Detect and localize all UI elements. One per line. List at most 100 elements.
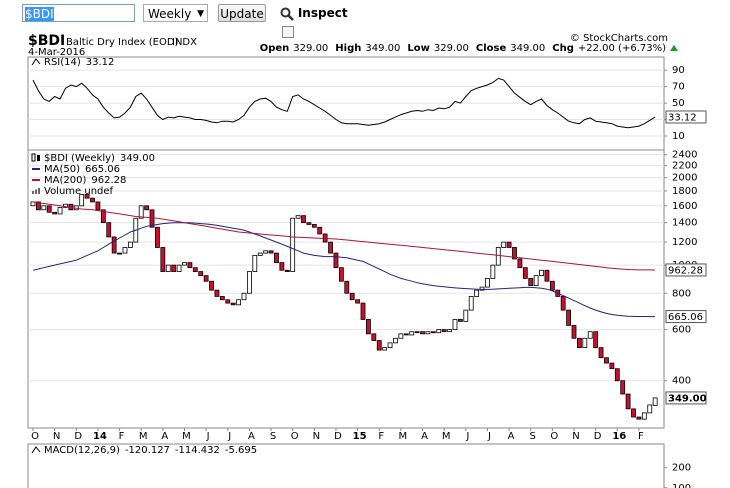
legend-icon [31, 446, 41, 454]
quote: Open 329.00 High 349.00 Low 329.00 Close 349.00… [260, 43, 666, 54]
candle [301, 215, 306, 224]
candle [176, 264, 182, 272]
candle [203, 275, 209, 282]
update-button[interactable]: Update [218, 4, 266, 22]
legend-icon [38, 188, 40, 194]
y-tick-label: 70 [672, 82, 685, 93]
legend-text: 33.12 [86, 57, 115, 68]
candle [501, 241, 507, 248]
candle [127, 241, 133, 248]
legend-icon [32, 191, 34, 194]
panel [27, 149, 665, 429]
candle [219, 296, 225, 301]
copyright: © StockCharts.com [570, 33, 668, 44]
y-tick-label: 50 [672, 98, 685, 109]
x-tick-label: M [442, 431, 451, 442]
ma-line [32, 222, 656, 318]
candle [425, 331, 431, 335]
candle [625, 393, 631, 410]
y-tick-label: 800 [672, 288, 691, 299]
candle [441, 329, 447, 333]
candle [436, 329, 442, 334]
period-select[interactable]: Weekly [143, 4, 208, 23]
candle [376, 340, 382, 351]
inspect-checkbox[interactable] [282, 25, 294, 38]
candle [41, 205, 47, 211]
candle [165, 264, 171, 272]
candle [306, 222, 312, 225]
y-tick-label: 2200 [672, 161, 697, 172]
x-tick-label: J [206, 431, 210, 442]
candle [587, 331, 593, 339]
candle [338, 267, 344, 282]
candle [192, 267, 198, 272]
candle [647, 404, 653, 414]
candle [149, 209, 155, 228]
legend-icon [35, 189, 37, 194]
candle [490, 264, 496, 279]
magnifier-icon [280, 7, 294, 21]
x-tick-label: M [182, 431, 191, 442]
candle [512, 247, 517, 260]
x-tick-label: O [550, 431, 558, 442]
candle [609, 362, 615, 370]
x-tick-label: F [638, 431, 644, 442]
candle [403, 333, 409, 336]
candle [214, 289, 220, 297]
x-tick-label: N [313, 431, 320, 442]
candle [430, 331, 436, 334]
x-tick-label: D [334, 431, 342, 442]
quote-label: Open [260, 43, 290, 54]
value-tag-text: 349.00 [668, 393, 707, 404]
candle [160, 247, 166, 272]
y-tick-label: 1600 [672, 201, 697, 212]
value-tag [665, 391, 707, 405]
candle [117, 252, 122, 255]
date: 4-Mar-2016 [28, 47, 85, 58]
legend-text: -5.695 [225, 445, 257, 456]
candle [517, 258, 523, 269]
candle [393, 337, 398, 344]
value-tag [665, 110, 707, 124]
candle [90, 197, 95, 203]
candle [84, 194, 90, 199]
candle [366, 319, 371, 335]
candle [522, 267, 528, 279]
candle [257, 252, 263, 256]
quote-label: Close [476, 43, 507, 54]
candle [371, 333, 377, 341]
x-tick-label: 14 [93, 431, 107, 442]
candle [614, 368, 620, 382]
chart-title: Baltic Dry Index (EOD) [66, 37, 179, 48]
candle [187, 262, 193, 269]
candle [171, 264, 177, 272]
candle [463, 309, 469, 322]
candle [620, 380, 626, 395]
candle [652, 397, 658, 406]
y-tick-label: 90 [672, 65, 685, 76]
candle [209, 280, 214, 291]
inspect-toggle[interactable]: Inspect [280, 4, 350, 38]
y-tick-label: 200 [672, 463, 691, 474]
candle [566, 309, 571, 326]
candle [328, 241, 333, 254]
y-tick-label: 100 [672, 483, 691, 488]
x-tick-label: F [378, 431, 384, 442]
legend-text: Volume undef [44, 186, 114, 197]
y-tick-label: 1800 [672, 186, 697, 197]
legend-text: 665.06 [85, 164, 120, 175]
candle [198, 271, 204, 277]
symbol-input[interactable]: $BDI [22, 4, 135, 22]
up-arrow [670, 45, 678, 51]
candle [598, 347, 604, 359]
candle [122, 247, 128, 254]
x-tick-label: S [530, 431, 536, 442]
candle [79, 194, 85, 207]
candle [577, 337, 582, 349]
candle [641, 412, 647, 420]
value-tag-text: 665.06 [668, 312, 703, 323]
legend-icon [31, 58, 41, 66]
candle [138, 205, 144, 219]
candle [360, 302, 366, 320]
